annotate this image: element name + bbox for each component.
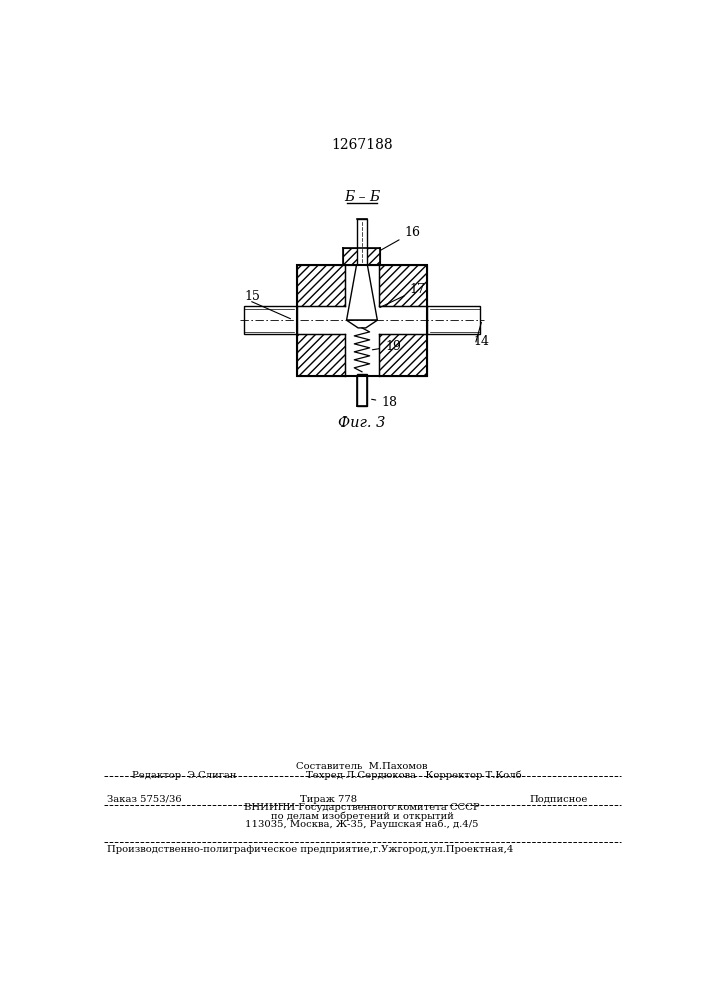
Text: 113035, Москва, Ж-35, Раушская наб., д.4/5: 113035, Москва, Ж-35, Раушская наб., д.4…: [245, 820, 479, 829]
Bar: [244, 306, 296, 334]
Bar: [296, 265, 345, 306]
Bar: [344, 248, 380, 265]
Bar: [296, 265, 428, 376]
Bar: [379, 265, 428, 306]
Text: Фиг. 3: Фиг. 3: [338, 416, 385, 430]
Bar: [356, 219, 368, 265]
Bar: [379, 265, 428, 306]
Text: Подписное: Подписное: [529, 795, 588, 804]
Text: 18: 18: [372, 396, 397, 409]
Text: Производственно-полиграфическое предприятие,г.Ужгород,ул.Проектная,4: Производственно-полиграфическое предприя…: [107, 845, 513, 854]
Text: Техред Л.Сердюкова   Корректор Т.Колб: Техред Л.Сердюкова Корректор Т.Колб: [305, 771, 521, 780]
Bar: [379, 334, 428, 376]
Text: Редактор  Э.Слиган: Редактор Э.Слиган: [132, 771, 237, 780]
Text: 16: 16: [380, 226, 420, 250]
Text: Б – Б: Б – Б: [344, 190, 380, 204]
Bar: [296, 265, 345, 306]
Text: ВНИИПИ Государственного комитета СССР: ВНИИПИ Государственного комитета СССР: [244, 803, 480, 812]
Bar: [296, 334, 345, 376]
Text: 14: 14: [474, 335, 490, 348]
Text: 17: 17: [380, 283, 426, 307]
Polygon shape: [346, 265, 378, 320]
Bar: [428, 306, 480, 334]
Text: 19: 19: [373, 340, 401, 353]
Bar: [344, 248, 380, 265]
Text: 1267188: 1267188: [331, 138, 393, 152]
Text: 15: 15: [244, 290, 260, 303]
Bar: [296, 334, 345, 376]
Bar: [356, 374, 368, 406]
Bar: [379, 334, 428, 376]
Text: Заказ 5753/36: Заказ 5753/36: [107, 795, 182, 804]
Text: Составитель  М.Пахомов: Составитель М.Пахомов: [296, 762, 428, 771]
Text: Тираж 778: Тираж 778: [300, 795, 358, 804]
Text: по делам изобретений и открытий: по делам изобретений и открытий: [271, 811, 453, 821]
Polygon shape: [346, 320, 378, 328]
